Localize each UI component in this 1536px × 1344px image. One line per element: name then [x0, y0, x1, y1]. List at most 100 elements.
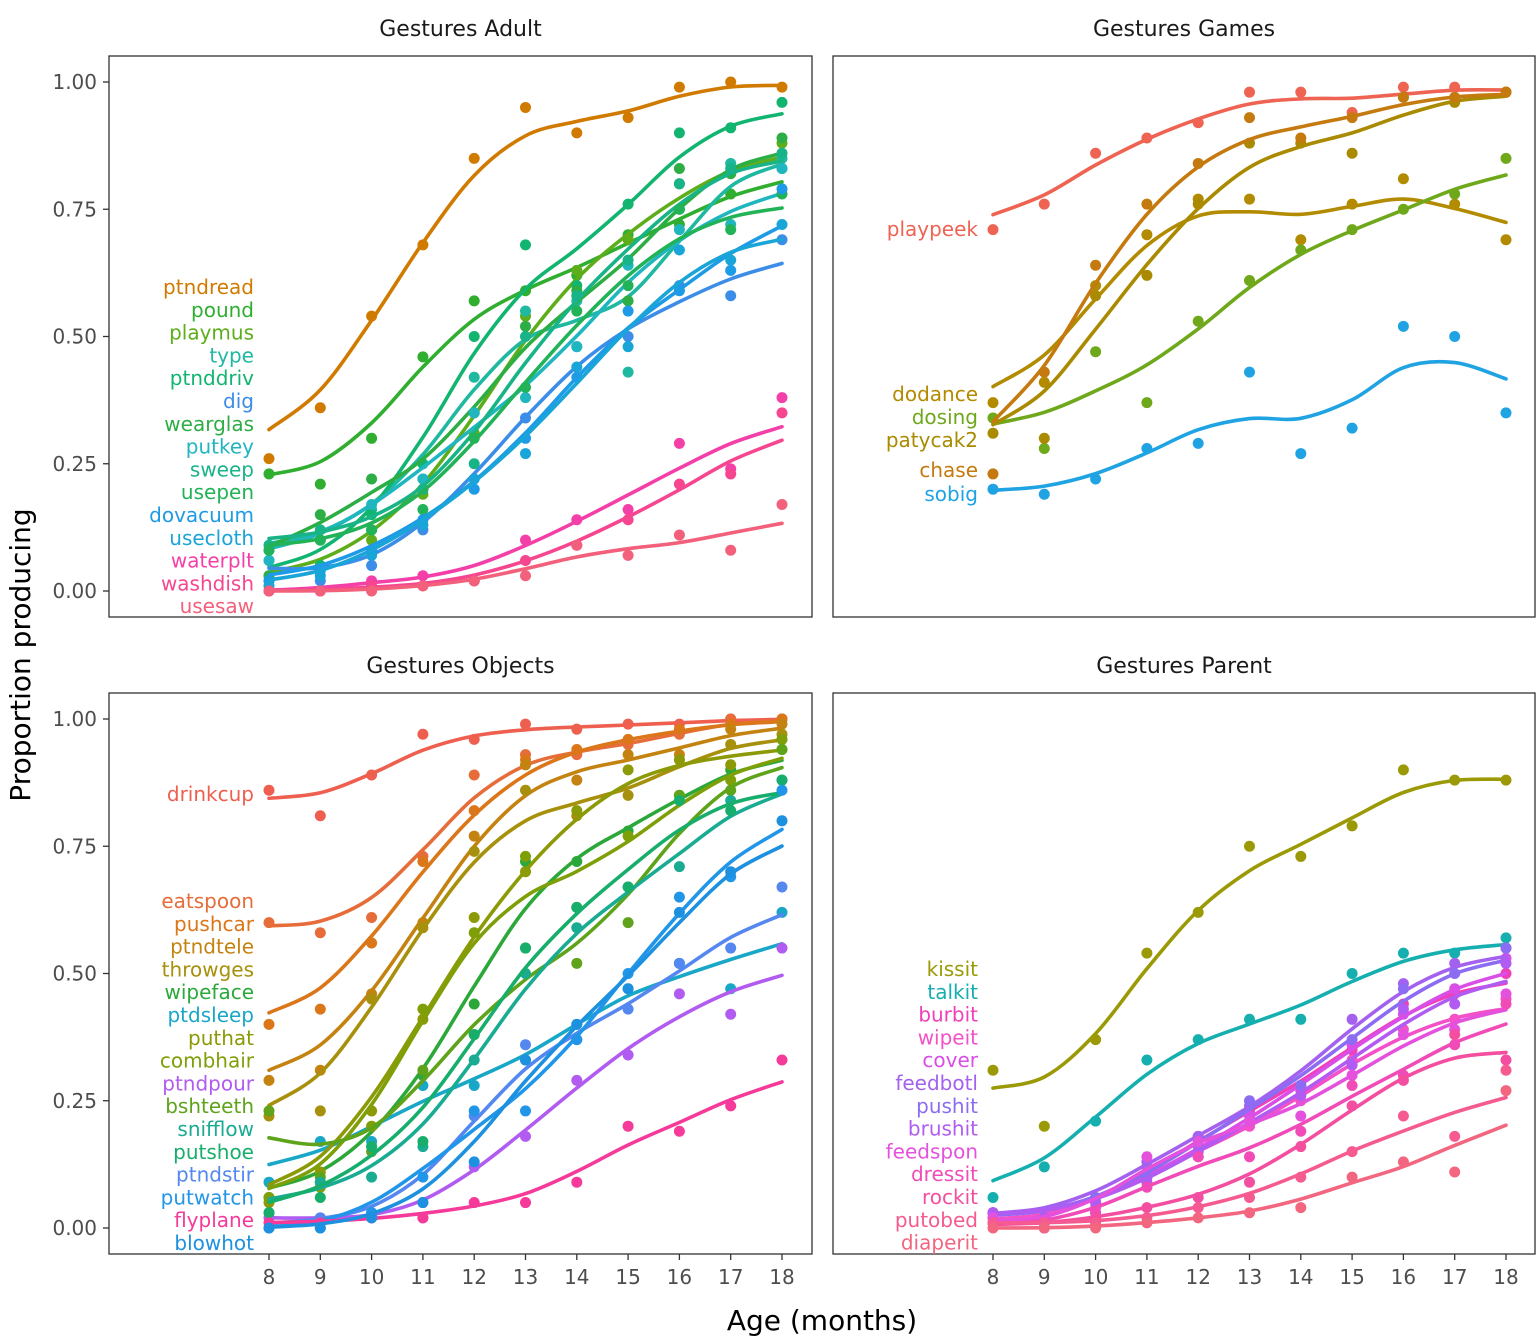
- data-point: [571, 805, 583, 817]
- series-usesaw: [263, 498, 788, 597]
- data-point: [725, 188, 737, 200]
- data-point: [1295, 448, 1307, 460]
- data-point: [622, 341, 634, 353]
- data-point: [1346, 224, 1358, 236]
- data-point: [263, 1074, 275, 1086]
- series-label: puthat: [188, 1026, 254, 1050]
- data-point: [1449, 188, 1461, 200]
- data-point: [1500, 1085, 1512, 1097]
- data-point: [417, 1197, 429, 1209]
- data-point: [571, 264, 583, 276]
- data-point: [314, 1191, 326, 1203]
- y-axis-title: Proportion producing: [4, 508, 37, 801]
- data-point: [622, 789, 634, 801]
- data-point: [1192, 1135, 1204, 1147]
- x-tick-label: 15: [615, 1265, 640, 1289]
- x-tick-label: 13: [1237, 1265, 1262, 1289]
- data-point: [468, 295, 480, 307]
- series-label: ptndstir: [176, 1163, 255, 1187]
- data-point: [622, 718, 634, 730]
- series-label: throwges: [162, 957, 254, 981]
- series-label: feedbotl: [895, 1071, 978, 1095]
- data-point: [571, 957, 583, 969]
- data-point: [520, 534, 531, 546]
- data-point: [1449, 1166, 1461, 1178]
- series-sobig: [987, 320, 1512, 500]
- data-point: [1346, 112, 1358, 124]
- data-point: [263, 784, 275, 796]
- data-point: [468, 1029, 480, 1041]
- data-point: [263, 1222, 275, 1234]
- data-point: [417, 1171, 429, 1183]
- series-kissit: [987, 764, 1512, 1132]
- data-point: [987, 483, 999, 495]
- data-point: [1295, 1171, 1307, 1183]
- data-point: [468, 432, 480, 444]
- data-point: [1346, 1100, 1358, 1112]
- data-point: [622, 749, 634, 761]
- data-point: [1346, 1079, 1358, 1091]
- data-point: [776, 96, 788, 108]
- series-label: combhair: [160, 1049, 255, 1073]
- data-point: [725, 805, 737, 817]
- data-point: [776, 392, 788, 404]
- data-point: [622, 305, 634, 317]
- data-point: [622, 549, 634, 561]
- data-point: [571, 901, 583, 913]
- data-point: [1397, 173, 1409, 185]
- series-label: type: [209, 343, 254, 367]
- data-point: [571, 539, 583, 551]
- data-point: [1090, 147, 1102, 159]
- data-point: [1192, 1191, 1204, 1203]
- data-point: [1192, 1151, 1204, 1163]
- data-point: [520, 570, 531, 582]
- data-point: [520, 718, 531, 730]
- x-tick-label: 14: [1288, 1265, 1313, 1289]
- data-point: [1346, 820, 1358, 832]
- data-point: [1295, 1141, 1307, 1153]
- data-point: [622, 295, 634, 307]
- data-point: [520, 412, 531, 424]
- data-point: [314, 585, 326, 597]
- data-point: [1090, 346, 1102, 358]
- series-label: waterplt: [171, 549, 254, 573]
- data-point: [520, 320, 531, 332]
- x-tick-label: 16: [667, 1265, 692, 1289]
- data-point: [1295, 1013, 1307, 1025]
- data-point: [1295, 1090, 1307, 1102]
- data-point: [1295, 244, 1307, 256]
- series-type: [263, 152, 788, 556]
- series-line: [267, 790, 784, 1205]
- data-point: [1346, 198, 1358, 210]
- data-point: [776, 1054, 788, 1066]
- data-point: [1397, 1003, 1409, 1015]
- data-point: [468, 458, 480, 470]
- series-label: dig: [223, 389, 254, 413]
- data-point: [1090, 1034, 1102, 1046]
- series-label: sobig: [924, 482, 978, 506]
- y-tick-label: 1.00: [52, 70, 97, 94]
- x-tick-label: 18: [769, 1265, 794, 1289]
- data-point: [1038, 1222, 1050, 1234]
- data-point: [571, 922, 583, 934]
- data-point: [1397, 91, 1409, 103]
- data-point: [622, 254, 634, 266]
- data-point: [520, 448, 531, 460]
- data-point: [1244, 1176, 1255, 1188]
- y-tick-label: 1.00: [52, 707, 97, 731]
- data-point: [314, 524, 326, 536]
- data-point: [1192, 117, 1204, 129]
- data-point: [263, 468, 275, 480]
- data-point: [314, 810, 326, 822]
- data-point: [263, 1105, 275, 1117]
- data-point: [366, 585, 378, 597]
- data-point: [725, 264, 737, 276]
- x-tick-label: 15: [1339, 1265, 1364, 1289]
- data-point: [263, 453, 275, 465]
- data-point: [468, 912, 480, 924]
- data-point: [520, 1105, 531, 1117]
- data-point: [314, 570, 326, 582]
- data-point: [263, 554, 275, 566]
- x-tick-label: 16: [1391, 1265, 1416, 1289]
- data-point: [1449, 968, 1461, 979]
